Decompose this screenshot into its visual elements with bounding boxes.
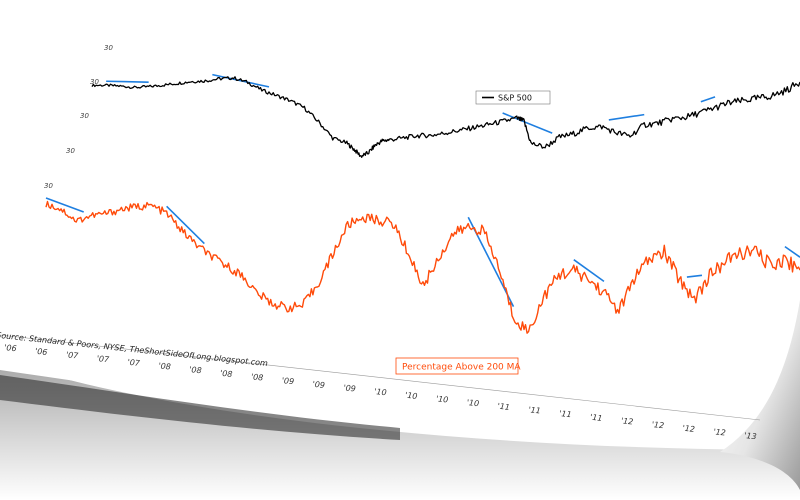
peak-marker-layer [45, 73, 800, 307]
y-tick-label: 30 [44, 182, 53, 190]
series-layer [45, 76, 800, 334]
x-tick-label: '11 [590, 413, 603, 423]
sheet-shadow-dark [0, 375, 400, 440]
y-tick-layer: 30 30 30 30 30 [44, 44, 113, 190]
peak-marker [784, 245, 800, 258]
y-tick-label: 30 [104, 44, 113, 52]
page-curl [720, 300, 800, 490]
peak-marker [686, 274, 703, 278]
peak-marker [502, 112, 553, 134]
pct-label: Percentage Above 200 MA [402, 363, 521, 373]
peak-marker [106, 80, 149, 83]
x-tick-label: '07 [127, 358, 141, 368]
pct-label-group: Percentage Above 200 MA [395, 357, 521, 375]
x-tick-label: '11 [497, 402, 510, 412]
x-tick-label: '07 [65, 350, 79, 360]
x-tick-label: '10 [435, 394, 448, 404]
x-tick-label: '08 [189, 365, 202, 375]
y-tick-label: 30 [80, 112, 89, 120]
x-tick-label: '06 [35, 347, 48, 357]
x-tick-label: '08 [250, 372, 263, 382]
y-tick-label: 30 [66, 147, 75, 155]
peak-marker [45, 197, 84, 213]
x-tick-label: '13 [744, 431, 757, 441]
y-tick-label: 30 [90, 78, 99, 86]
pct-label-box [395, 357, 519, 375]
x-tick-layer: '06 '06 '07 '07 '07 '08 '08 '08 '08 '09 '09 '09 '10 '… [4, 343, 757, 441]
legend-box [475, 90, 551, 105]
peak-marker [608, 113, 645, 121]
legend: S&P 500 [475, 90, 551, 105]
x-tick-label: '12 [682, 424, 695, 434]
x-tick-label: '10 [374, 387, 387, 397]
sheet-shadow [0, 360, 800, 500]
x-tick-label: '11 [559, 409, 572, 419]
x-tick-label: '09 [281, 376, 294, 386]
peak-marker [166, 205, 205, 245]
chart-sheet [0, 10, 800, 450]
x-tick-label: '12 [620, 416, 633, 426]
x-tick-label: '12 [651, 420, 664, 430]
x-axis-line [0, 334, 761, 421]
x-tick-label: '10 [466, 398, 479, 408]
x-tick-label: '09 [343, 383, 356, 393]
x-tick-label: '12 [713, 427, 726, 437]
series-line-pct-above-200ma [45, 200, 800, 334]
x-tick-label: '10 [405, 391, 418, 401]
peak-marker [700, 96, 716, 103]
x-tick-label: '06 [4, 343, 17, 353]
peak-marker [573, 259, 605, 283]
x-tick-label: '11 [528, 405, 541, 415]
x-tick-label: '09 [312, 380, 325, 390]
legend-label: S&P 500 [498, 94, 532, 103]
series-line-sp500 [91, 76, 800, 158]
x-tick-label: '07 [96, 354, 110, 364]
peak-marker [212, 73, 270, 88]
x-tick-label: '08 [220, 369, 233, 379]
x-tick-label: '08 [158, 361, 171, 371]
